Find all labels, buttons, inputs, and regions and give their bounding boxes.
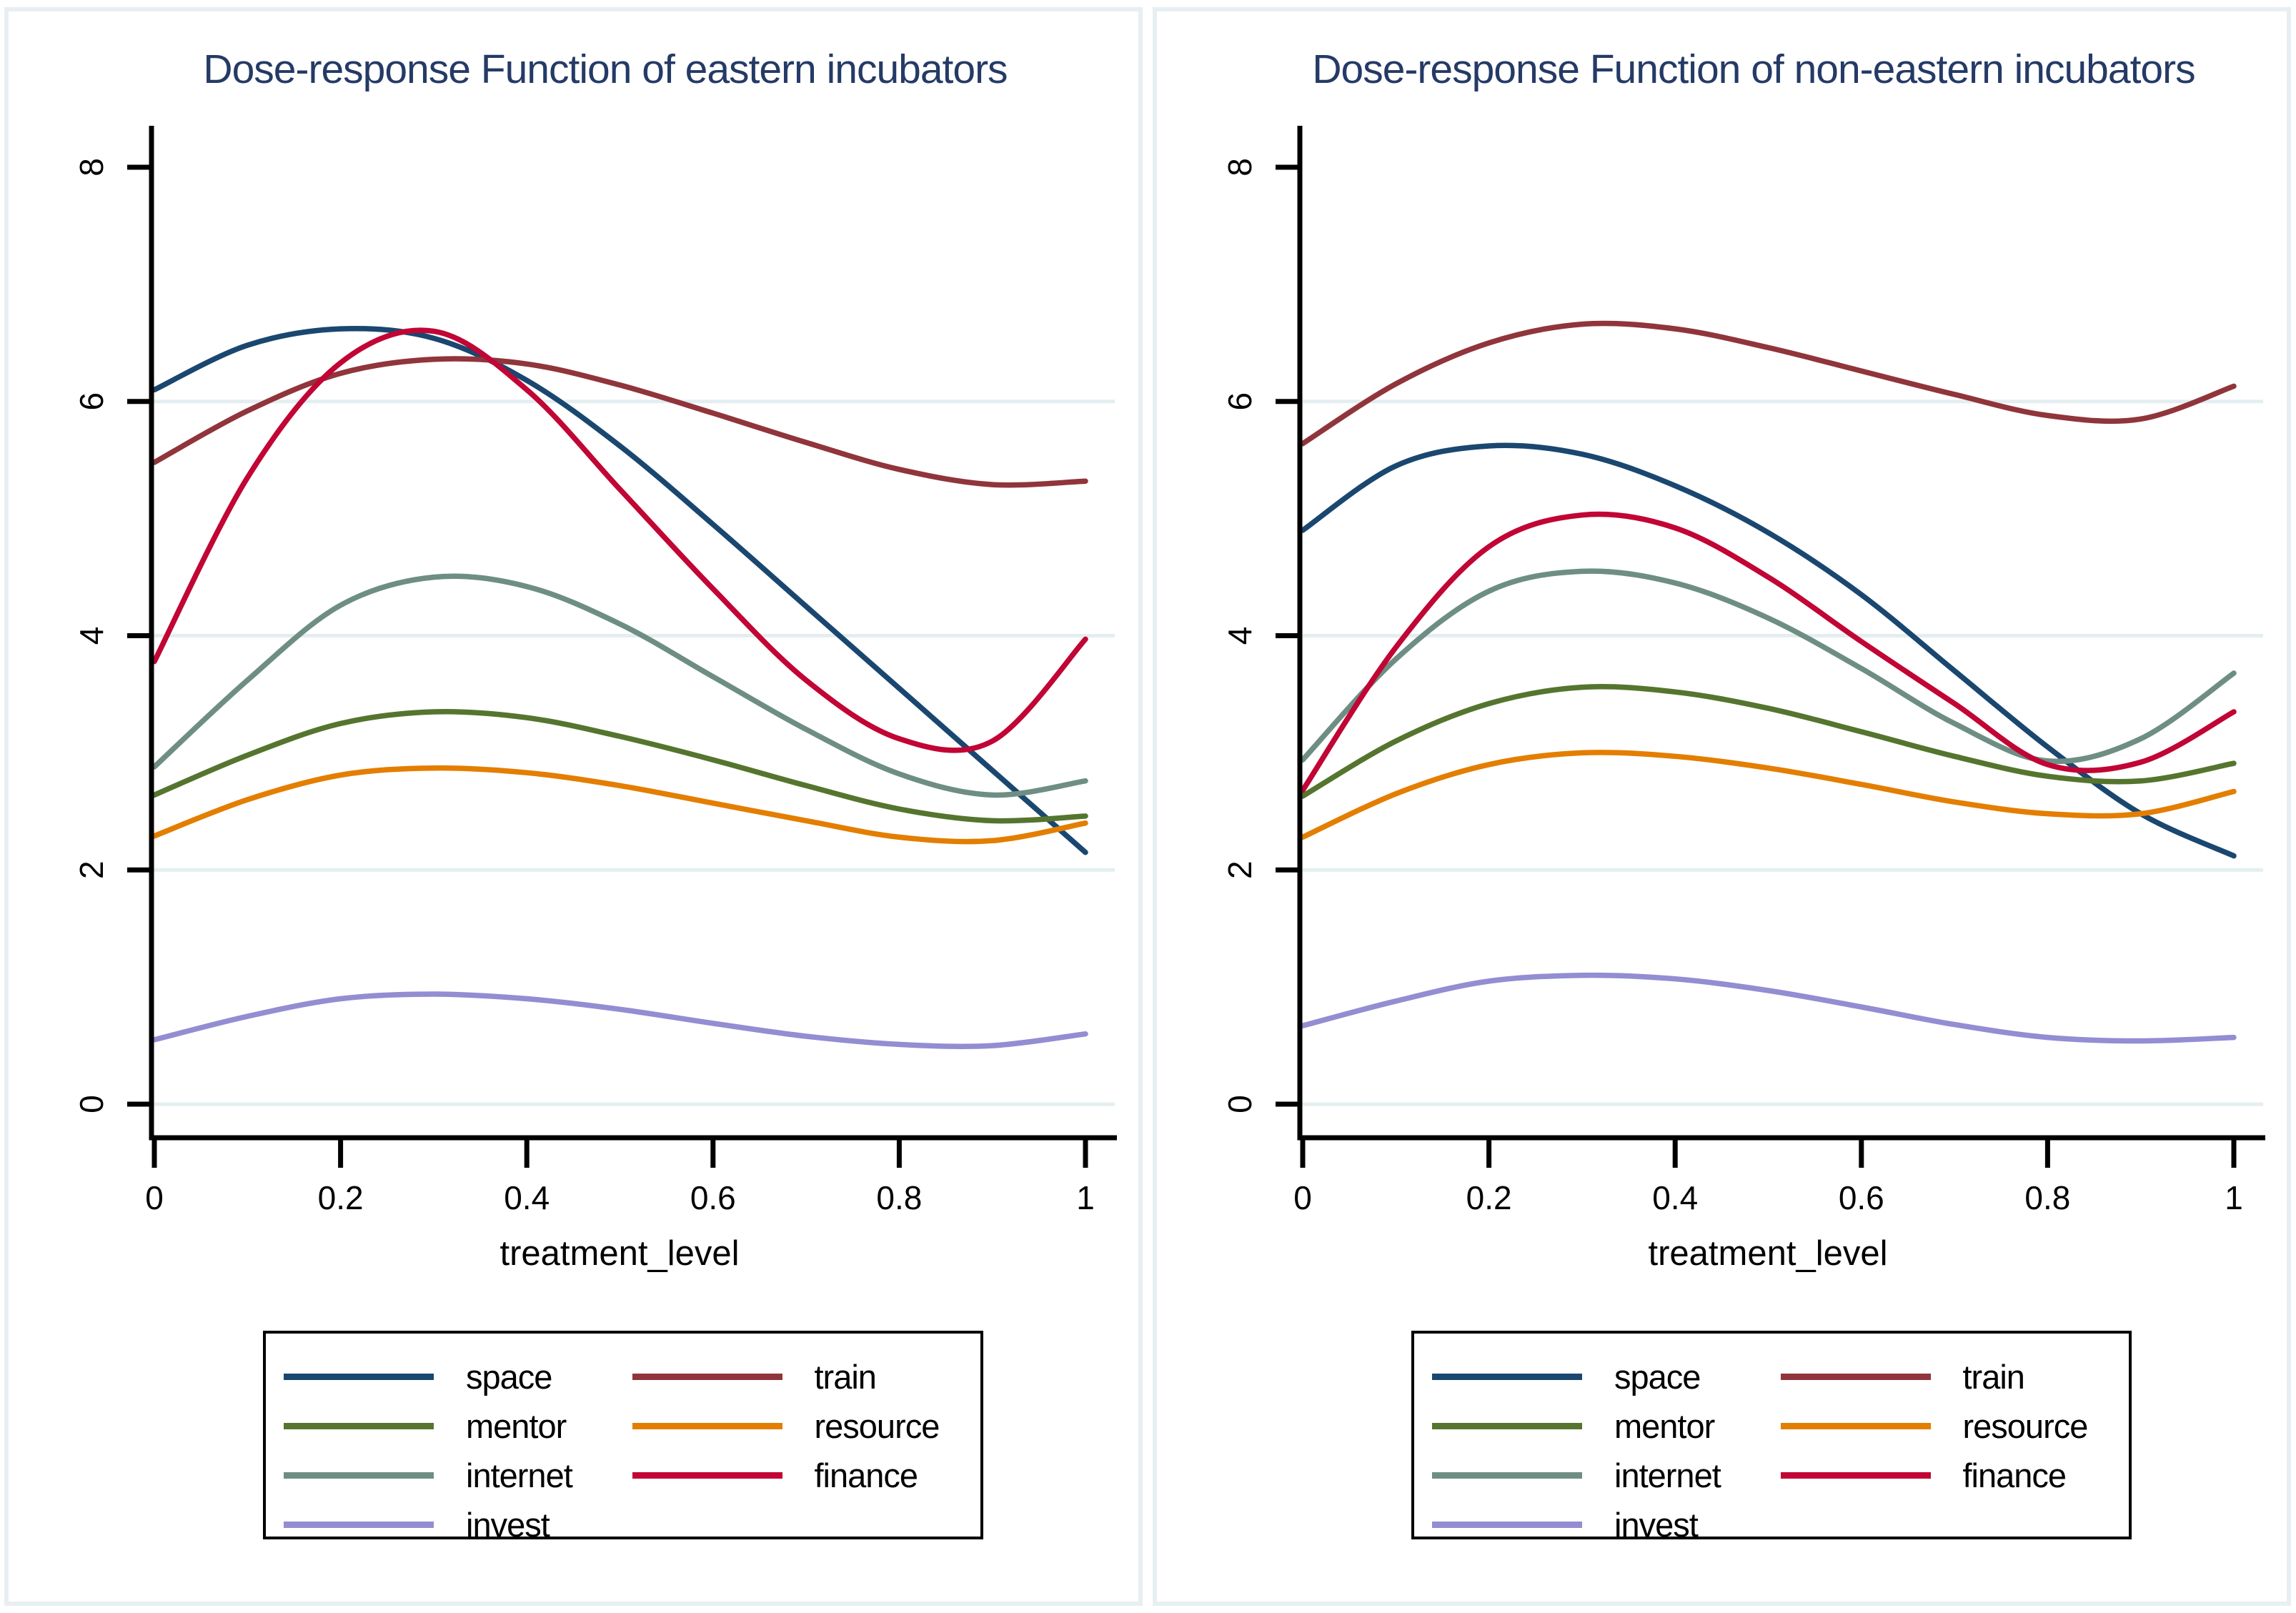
legend-item-resource: resource <box>632 1401 981 1451</box>
x-tick-label: 0.2 <box>318 1179 364 1216</box>
series-line-space <box>1300 442 2237 859</box>
legend-swatch-invest <box>284 1522 434 1528</box>
y-tick-label: 2 <box>73 860 110 879</box>
legend-label-train: train <box>814 1358 877 1396</box>
x-tick-label: 1 <box>1076 1179 1095 1216</box>
legend-item-resource: resource <box>1780 1401 2129 1451</box>
x-tick-label: 1 <box>2225 1179 2243 1216</box>
series-line-internet <box>1300 568 2237 765</box>
legend-item-internet: internet <box>1432 1451 1781 1500</box>
series-line-resource <box>1300 750 2237 840</box>
legend-label-resource: resource <box>1962 1407 2089 1445</box>
series-line-train <box>1300 320 2237 447</box>
legend-swatch-space <box>284 1374 434 1380</box>
legend-item-train: train <box>632 1352 981 1401</box>
x-axis-title: treatment_level <box>1648 1234 1887 1273</box>
chart-panel-eastern: Dose-response Function of eastern incuba… <box>4 7 1143 1606</box>
legend-label-space: space <box>466 1358 552 1396</box>
x-axis-title: treatment_level <box>500 1234 739 1273</box>
legend-item-invest: invest <box>1432 1500 1781 1549</box>
legend-swatch-finance <box>632 1472 782 1479</box>
legend-swatch-finance <box>1780 1472 1931 1479</box>
legend-label-resource: resource <box>814 1407 940 1445</box>
legend-non-eastern: space mentor internet invest train resource fi… <box>1411 1331 2132 1544</box>
legend-swatch-internet <box>1432 1472 1582 1479</box>
series-line-train <box>151 356 1088 488</box>
chart-title-eastern: Dose-response Function of eastern incuba… <box>203 46 1008 92</box>
legend-label-invest: invest <box>1614 1506 1699 1544</box>
series-line-mentor <box>151 709 1088 824</box>
legend-swatch-space <box>1432 1374 1582 1380</box>
series-line-invest <box>151 991 1088 1049</box>
legend-label-train: train <box>1962 1358 2025 1396</box>
series-line-finance <box>151 327 1088 753</box>
legend-swatch-mentor <box>284 1423 434 1429</box>
y-tick-label: 4 <box>73 627 110 645</box>
plot-area-non-eastern: 0 2 4 6 8 0 0.2 0.4 0.6 0.8 1 treatment_level <box>1221 126 2265 1273</box>
plot-area-eastern: 0 2 4 6 8 0 0.2 0.4 0.6 0.8 1 treatment_level <box>73 126 1117 1273</box>
legend-label-finance: finance <box>1962 1456 2067 1494</box>
chart-panel-non-eastern: Dose-response Function of non-eastern in… <box>1153 7 2291 1606</box>
legend-swatch-internet <box>284 1472 434 1479</box>
legend-item-finance: finance <box>1780 1451 2129 1500</box>
series-line-invest <box>1300 972 2237 1044</box>
legend-swatch-mentor <box>1432 1423 1582 1429</box>
x-tick-label: 0.8 <box>2024 1179 2070 1216</box>
x-tick-label: 0.4 <box>1652 1179 1698 1216</box>
x-tick-label: 0 <box>145 1179 164 1216</box>
series-line-finance <box>1300 511 2237 793</box>
legend-label-mentor: mentor <box>1614 1407 1715 1445</box>
y-tick-label: 4 <box>1221 627 1258 645</box>
legend-label-invest: invest <box>466 1506 550 1544</box>
x-tick-label: 0.6 <box>690 1179 736 1216</box>
x-tick-label: 0.6 <box>1839 1179 1884 1216</box>
legend-item-train: train <box>1780 1352 2129 1401</box>
legend-eastern: space mentor internet invest train resource fi… <box>263 1331 983 1544</box>
y-tick-label: 8 <box>1221 158 1258 177</box>
legend-item-internet: internet <box>284 1451 632 1500</box>
series-line-resource <box>151 765 1088 845</box>
series-line-mentor <box>1300 684 2237 799</box>
x-tick-label: 0.8 <box>876 1179 922 1216</box>
y-tick-label: 6 <box>1221 392 1258 411</box>
y-tick-label: 2 <box>1221 860 1258 879</box>
legend-swatch-resource <box>632 1423 782 1429</box>
x-tick-label: 0.2 <box>1466 1179 1512 1216</box>
legend-label-space: space <box>1614 1358 1701 1396</box>
legend-label-internet: internet <box>1614 1456 1721 1494</box>
legend-swatch-train <box>632 1374 782 1380</box>
legend-item-space: space <box>1432 1352 1781 1401</box>
legend-swatch-train <box>1780 1374 1931 1380</box>
legend-item-mentor: mentor <box>284 1401 632 1451</box>
y-tick-label: 8 <box>73 158 110 177</box>
legend-label-internet: internet <box>466 1456 573 1494</box>
y-tick-label: 6 <box>73 392 110 411</box>
series-line-internet <box>151 573 1088 798</box>
chart-title-non-eastern: Dose-response Function of non-eastern in… <box>1312 46 2195 92</box>
legend-swatch-resource <box>1780 1423 1931 1429</box>
legend-item-finance: finance <box>632 1451 981 1500</box>
x-tick-label: 0 <box>1293 1179 1312 1216</box>
legend-swatch-invest <box>1432 1522 1582 1528</box>
x-tick-label: 0.4 <box>504 1179 550 1216</box>
y-tick-label: 0 <box>1221 1095 1258 1113</box>
legend-item-mentor: mentor <box>1432 1401 1781 1451</box>
series-line-space <box>151 325 1088 855</box>
legend-item-invest: invest <box>284 1500 632 1549</box>
legend-item-space: space <box>284 1352 632 1401</box>
legend-label-finance: finance <box>814 1456 919 1494</box>
legend-label-mentor: mentor <box>466 1407 567 1445</box>
y-tick-label: 0 <box>73 1095 110 1113</box>
